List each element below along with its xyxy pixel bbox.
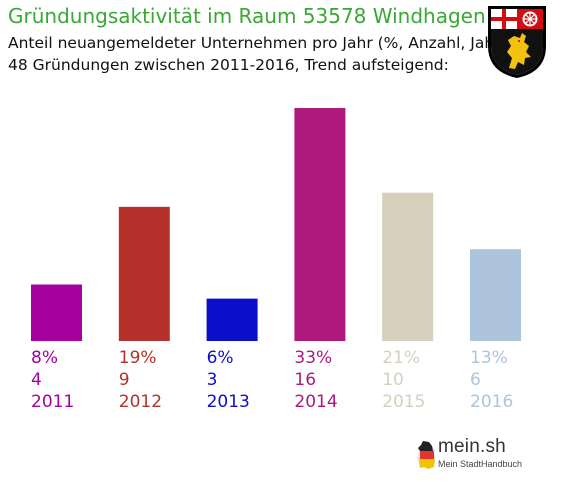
percent-label-2015: 21% bbox=[382, 348, 420, 368]
count-label-2016: 6 bbox=[470, 370, 481, 390]
chart-summary: 48 Gründungen zwischen 2011-2016, Trend … bbox=[8, 56, 449, 74]
year-label-2014: 2014 bbox=[294, 392, 338, 412]
bar-2012 bbox=[118, 206, 170, 341]
percent-label-2012: 19% bbox=[118, 348, 157, 368]
year-label-2012: 2012 bbox=[118, 392, 163, 412]
logo-tagline: Mein StadtHandbuch bbox=[438, 459, 523, 469]
bar-2015 bbox=[382, 192, 434, 341]
chart-title: Gründungsaktivität im Raum 53578 Windhag… bbox=[8, 4, 486, 28]
bar-2014 bbox=[294, 108, 346, 341]
count-label-2015: 10 bbox=[382, 370, 404, 390]
chart-subtitle: Anteil neuangemeldeter Unternehmen pro J… bbox=[8, 34, 507, 52]
bar-2013 bbox=[206, 298, 258, 341]
germany-map-icon bbox=[417, 441, 436, 469]
count-label-2011: 4 bbox=[31, 370, 42, 390]
percent-label-2013: 6% bbox=[206, 348, 234, 368]
percent-label-2016: 13% bbox=[470, 348, 508, 368]
count-label-2013: 3 bbox=[206, 370, 218, 390]
year-label-2011: 2011 bbox=[31, 392, 75, 412]
year-label-2013: 2013 bbox=[206, 392, 250, 412]
bar-2016 bbox=[470, 249, 521, 341]
bar-2011 bbox=[31, 284, 82, 341]
year-label-2015: 2015 bbox=[382, 392, 426, 412]
year-label-2016: 2016 bbox=[470, 392, 514, 412]
percent-label-2011: 8% bbox=[31, 348, 58, 368]
count-label-2012: 9 bbox=[118, 370, 130, 390]
count-label-2014: 16 bbox=[294, 370, 317, 390]
logo-name: mein.sh bbox=[438, 436, 506, 457]
rhineland-palatinate-coat-of-arms-icon bbox=[488, 6, 546, 78]
mein-sh-logo[interactable]: mein.sh Mein StadtHandbuch bbox=[414, 432, 524, 476]
percent-label-2014: 33% bbox=[294, 348, 333, 368]
